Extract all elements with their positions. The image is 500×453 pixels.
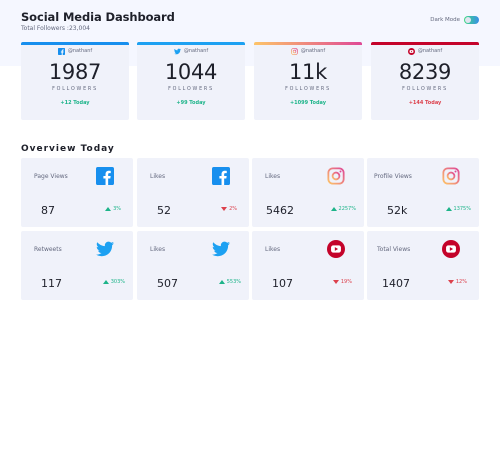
metric-value: 87	[41, 204, 55, 217]
follower-count: 1987	[48, 59, 102, 84]
metric-change: 1375%	[445, 206, 471, 212]
metric-label: Page Views	[34, 173, 68, 180]
change-text: 19%	[340, 279, 352, 285]
youtube-icon	[327, 240, 345, 258]
metric-change: 303%	[102, 279, 125, 285]
dark-mode-control: Dark Mode	[430, 16, 479, 24]
card-strip	[137, 42, 245, 45]
overview-card[interactable]: Page Views 87 3%	[21, 158, 133, 227]
followers-label: FOLLOWERS	[285, 86, 331, 92]
overview-title: Overview Today	[21, 144, 115, 154]
handle-row: @nathanf	[137, 48, 245, 55]
metric-label: Retweets	[34, 246, 62, 253]
metric-value: 107	[272, 277, 293, 290]
change-text: 1375%	[453, 206, 471, 212]
metric-value: 1407	[382, 277, 410, 290]
followers-label: FOLLOWERS	[402, 86, 448, 92]
handle: @nathanf	[300, 48, 326, 54]
youtube-icon	[442, 240, 460, 258]
handle: @nathanf	[417, 48, 443, 54]
metric-change: 553%	[218, 279, 241, 285]
facebook-icon	[57, 47, 65, 55]
handle-row: @nathanf	[254, 47, 362, 55]
today-change: +12 Today	[60, 99, 90, 106]
handle-row: @nathanf	[371, 47, 479, 55]
metric-value: 117	[41, 277, 62, 290]
followers-card-youtube[interactable]: @nathanf 8239 FOLLOWERS +144 Today	[371, 42, 479, 120]
dark-mode-label: Dark Mode	[430, 17, 460, 23]
card-strip	[371, 42, 479, 45]
twitter-icon	[212, 241, 230, 257]
metric-change: 12%	[447, 279, 467, 285]
change-text: 2257%	[338, 206, 356, 212]
metric-change: 2%	[221, 206, 237, 212]
change-text: 12%	[455, 279, 467, 285]
change-text: 2%	[229, 206, 237, 212]
change-text: 303%	[110, 279, 125, 285]
metric-label: Total Views	[377, 246, 411, 253]
metric-value: 5462	[266, 204, 294, 217]
metric-label: Profile Views	[374, 173, 412, 180]
metric-label: Likes	[150, 173, 166, 180]
follower-count: 8239	[398, 59, 452, 84]
metric-change: 19%	[332, 279, 352, 285]
overview-card[interactable]: Likes 507 553%	[137, 231, 249, 300]
followers-label: FOLLOWERS	[52, 86, 98, 92]
page-title: Social Media Dashboard	[21, 10, 175, 24]
overview-card[interactable]: Likes 5462 2257%	[252, 158, 364, 227]
card-strip	[21, 42, 129, 45]
up-arrow-icon	[218, 280, 225, 284]
instagram-icon	[442, 167, 460, 185]
overview-card[interactable]: Total Views 1407 12%	[367, 231, 479, 300]
today-change: +1099 Today	[289, 99, 327, 106]
overview-card[interactable]: Likes 107 19%	[252, 231, 364, 300]
metric-change: 2257%	[330, 206, 356, 212]
today-change: +99 Today	[176, 99, 206, 106]
instagram-icon	[290, 47, 298, 55]
header: Social Media Dashboard Total Followers :…	[21, 10, 175, 32]
up-arrow-icon	[330, 207, 337, 211]
today-change: +144 Today	[408, 99, 442, 106]
metric-value: 52k	[387, 204, 408, 217]
total-followers: Total Followers :23,004	[21, 25, 90, 32]
dark-mode-toggle[interactable]	[464, 16, 479, 24]
change-text: 553%	[226, 279, 241, 285]
down-arrow-icon	[221, 207, 228, 211]
metric-value: 507	[157, 277, 178, 290]
metric-label: Likes	[265, 246, 281, 253]
handle: @nathanf	[67, 48, 93, 54]
up-arrow-icon	[102, 280, 109, 284]
card-strip	[254, 42, 362, 45]
followers-card-instagram[interactable]: @nathanf 11k FOLLOWERS +1099 Today	[254, 42, 362, 120]
down-arrow-icon	[447, 280, 454, 284]
up-arrow-icon	[445, 207, 452, 211]
followers-label: FOLLOWERS	[168, 86, 214, 92]
instagram-icon	[327, 167, 345, 185]
twitter-icon	[173, 48, 181, 54]
followers-card-twitter[interactable]: @nathanf 1044 FOLLOWERS +99 Today	[137, 42, 245, 120]
handle-row: @nathanf	[21, 47, 129, 55]
handle: @nathanf	[183, 48, 209, 54]
follower-count: 11k	[289, 59, 327, 84]
followers-card-facebook[interactable]: @nathanf 1987 FOLLOWERS +12 Today	[21, 42, 129, 120]
up-arrow-icon	[105, 207, 112, 211]
twitter-icon	[96, 241, 114, 257]
facebook-icon	[96, 167, 114, 185]
toggle-knob	[465, 17, 471, 23]
overview-card[interactable]: Retweets 117 303%	[21, 231, 133, 300]
metric-value: 52	[157, 204, 171, 217]
change-text: 3%	[113, 206, 121, 212]
metric-change: 3%	[105, 206, 121, 212]
overview-card[interactable]: Likes 52 2%	[137, 158, 249, 227]
youtube-icon	[407, 47, 415, 55]
down-arrow-icon	[332, 280, 339, 284]
follower-count: 1044	[164, 59, 218, 84]
overview-card[interactable]: Profile Views 52k 1375%	[367, 158, 479, 227]
metric-label: Likes	[265, 173, 281, 180]
metric-label: Likes	[150, 246, 166, 253]
facebook-icon	[212, 167, 230, 185]
